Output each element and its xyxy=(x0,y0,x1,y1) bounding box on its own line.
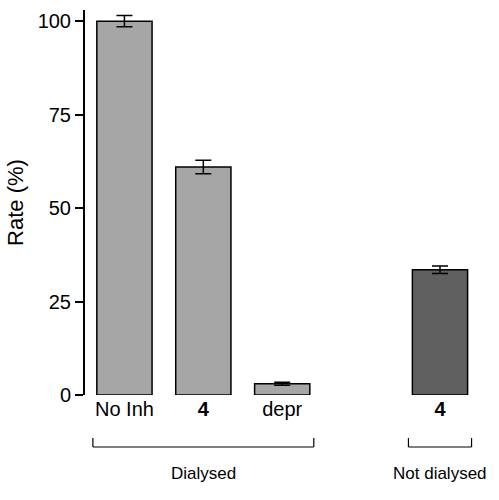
svg-text:depr: depr xyxy=(262,398,302,420)
svg-text:75: 75 xyxy=(49,104,71,126)
svg-text:100: 100 xyxy=(38,10,71,32)
svg-text:Rate (%): Rate (%) xyxy=(3,159,28,246)
svg-text:No Inh: No Inh xyxy=(95,398,154,420)
svg-text:Dialysed: Dialysed xyxy=(171,464,236,483)
svg-text:Not dialysed: Not dialysed xyxy=(393,464,487,483)
svg-text:0: 0 xyxy=(60,384,71,406)
svg-text:50: 50 xyxy=(49,197,71,219)
svg-text:4: 4 xyxy=(434,398,446,420)
svg-text:4: 4 xyxy=(198,398,210,420)
svg-text:25: 25 xyxy=(49,291,71,313)
